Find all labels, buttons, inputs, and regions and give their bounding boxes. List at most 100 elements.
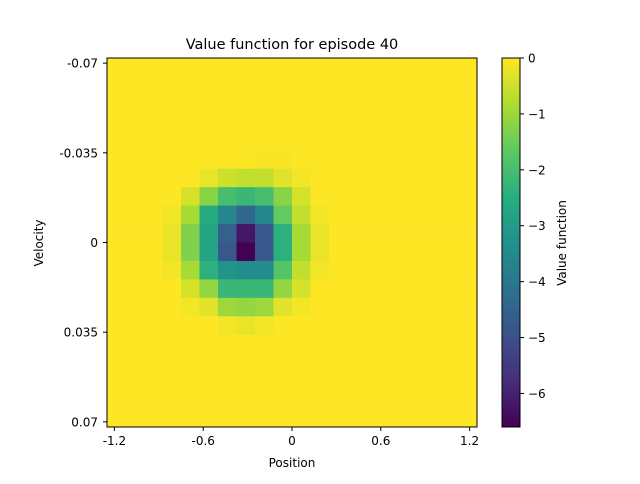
heatmap-cell (236, 58, 256, 77)
heatmap-cell (125, 168, 145, 188)
y-tick-label: 0 (90, 236, 98, 250)
heatmap-cell (421, 113, 441, 133)
heatmap-cell (384, 279, 404, 299)
heatmap-cell (162, 76, 182, 96)
colorbar-tick-label: −2 (528, 163, 546, 177)
heatmap-cell (125, 150, 145, 170)
heatmap-cell (329, 297, 348, 317)
heatmap-cell (292, 316, 311, 336)
heatmap-cell (144, 408, 163, 428)
heatmap-cell (421, 316, 441, 336)
heatmap-cell (403, 187, 422, 206)
heatmap-cell (181, 279, 200, 299)
heatmap-cell (162, 297, 182, 317)
heatmap-cell (162, 205, 182, 225)
heatmap-cell (181, 334, 200, 354)
heatmap-cell (329, 408, 348, 428)
heatmap-cell (144, 113, 163, 133)
heatmap-cell (199, 94, 219, 114)
heatmap-cell (236, 279, 256, 299)
heatmap-cell (458, 297, 478, 317)
heatmap-cell (218, 94, 237, 114)
heatmap-cell (310, 260, 330, 280)
heatmap-cell (107, 408, 126, 428)
heatmap-cell (292, 187, 311, 206)
heatmap-cell (162, 168, 182, 188)
heatmap-cell (458, 168, 478, 188)
heatmap-cell (144, 94, 163, 114)
heatmap-cell (255, 224, 274, 243)
heatmap-cell (181, 353, 200, 373)
heatmap-cell (347, 205, 367, 225)
colorbar-tick-label: −1 (528, 107, 546, 121)
heatmap-cell (125, 390, 145, 409)
heatmap-cell (384, 94, 404, 114)
heatmap-cell (310, 371, 330, 391)
heatmap-cell (440, 408, 459, 428)
heatmap-cell (218, 224, 237, 243)
heatmap-cell (144, 242, 163, 262)
heatmap-cell (310, 316, 330, 336)
heatmap-cell (181, 371, 200, 391)
heatmap-cell (218, 260, 237, 280)
heatmap-cell (181, 408, 200, 428)
heatmap-cell (347, 187, 367, 206)
heatmap-cell (310, 408, 330, 428)
heatmap-cell (199, 242, 219, 262)
heatmap-cell (421, 353, 441, 373)
heatmap-cell (329, 150, 348, 170)
heatmap-cell (273, 131, 293, 151)
heatmap-cell (384, 187, 404, 206)
heatmap-cell (255, 187, 274, 206)
heatmap-cell (199, 168, 219, 188)
heatmap-cell (199, 150, 219, 170)
heatmap-cell (347, 168, 367, 188)
heatmap-cell (273, 297, 293, 317)
heatmap-cell (236, 168, 256, 188)
heatmap-cell (255, 131, 274, 151)
heatmap-cell (366, 113, 385, 133)
heatmap-cell (440, 316, 459, 336)
heatmap-cell (218, 205, 237, 225)
heatmap-cell (403, 297, 422, 317)
heatmap-cell (292, 150, 311, 170)
heatmap-cell (403, 353, 422, 373)
heatmap-cell (421, 334, 441, 354)
heatmap-cell (144, 150, 163, 170)
heatmap-cell (162, 224, 182, 243)
heatmap-cell (440, 113, 459, 133)
colorbar-tick-label: −5 (528, 331, 546, 345)
heatmap-cell (181, 205, 200, 225)
heatmap-cell (440, 297, 459, 317)
y-tick-label: 0.07 (71, 415, 98, 429)
heatmap-cell (421, 205, 441, 225)
heatmap-cell (125, 260, 145, 280)
heatmap-cell (310, 279, 330, 299)
heatmap-cell (329, 76, 348, 96)
heatmap-cell (125, 94, 145, 114)
heatmap-cell (440, 260, 459, 280)
heatmap-cell (144, 187, 163, 206)
heatmap-cell (181, 260, 200, 280)
heatmap-cell (366, 242, 385, 262)
heatmap-cell (421, 279, 441, 299)
heatmap-cell (347, 94, 367, 114)
heatmap-cell (125, 205, 145, 225)
heatmap-cell (329, 242, 348, 262)
heatmap-cell (181, 113, 200, 133)
heatmap-cell (181, 58, 200, 77)
heatmap-cell (292, 371, 311, 391)
heatmap-cell (218, 76, 237, 96)
heatmap-cell (403, 58, 422, 77)
heatmap-cell (421, 58, 441, 77)
heatmap-cell (181, 94, 200, 114)
heatmap-cell (310, 224, 330, 243)
heatmap-cell (292, 353, 311, 373)
heatmap-cell (236, 260, 256, 280)
heatmap-cell (199, 408, 219, 428)
heatmap-cell (255, 76, 274, 96)
heatmap-cell (403, 76, 422, 96)
heatmap-cell (366, 279, 385, 299)
heatmap-cell (125, 353, 145, 373)
